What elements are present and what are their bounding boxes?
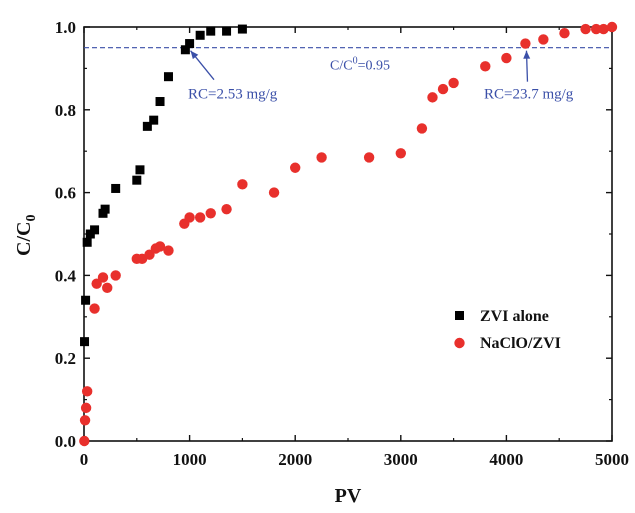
- reference-label-main: C/C: [330, 59, 353, 74]
- data-point-square: [100, 204, 110, 214]
- data-point-circle: [590, 23, 602, 35]
- data-point-circle: [520, 38, 531, 49]
- data-point-square: [111, 183, 121, 193]
- x-tick-label: 0: [80, 450, 89, 469]
- data-point-circle: [559, 28, 570, 39]
- data-point-circle: [194, 212, 206, 223]
- x-tick-label: 3000: [384, 450, 418, 469]
- legend-marker-zvi-alone: [455, 311, 464, 320]
- x-tick-label: 5000: [595, 450, 629, 469]
- data-point-square: [80, 337, 90, 347]
- reference-label-superscript: 0: [353, 56, 358, 67]
- data-point-circle: [89, 303, 100, 314]
- axis-ticks: 0 1000 2000 3000 4000 5000 0.0 0.2 0.4 0.6 0.8 1.0: [55, 18, 629, 469]
- data-point-square: [81, 295, 91, 305]
- data-point-square: [155, 97, 165, 107]
- data-point-circle: [80, 402, 92, 414]
- data-point-square: [195, 30, 205, 40]
- rc-zvi-arrow-head: [190, 50, 199, 60]
- data-point-circle: [184, 212, 195, 223]
- y-axis-label-main: C/C: [13, 222, 35, 256]
- data-point-circle: [110, 270, 121, 281]
- data-point-square: [206, 26, 216, 36]
- data-point-circle: [437, 83, 449, 95]
- data-point-circle: [102, 282, 113, 294]
- data-point-circle: [290, 162, 301, 173]
- data-point-circle: [221, 203, 232, 215]
- data-series: [79, 21, 618, 447]
- y-tick-label: 0.2: [55, 349, 76, 368]
- series-naclo-zvi: [79, 21, 618, 447]
- data-point-circle: [501, 52, 512, 64]
- annotations: C/C0=0.95 RC=2.53 mg/g RC=23.7 mg/g: [188, 50, 574, 103]
- data-point-circle: [163, 245, 174, 256]
- data-point-circle: [154, 241, 166, 252]
- data-point-square: [82, 237, 92, 247]
- reference-line-label: C/C0=0.95: [330, 56, 390, 74]
- data-point-circle: [606, 21, 618, 33]
- data-point-circle: [538, 34, 549, 45]
- data-point-square: [142, 121, 152, 131]
- data-point-circle: [580, 23, 591, 35]
- y-tick-label: 0.8: [55, 101, 76, 120]
- rc-naclo-arrow-head: [523, 50, 531, 59]
- data-point-circle: [395, 148, 406, 159]
- y-axis-label: C/C0: [13, 215, 39, 256]
- data-point-circle: [97, 272, 109, 283]
- y-tick-label: 1.0: [55, 18, 76, 37]
- data-point-circle: [79, 435, 90, 447]
- y-axis-label-subscript: 0: [24, 215, 39, 222]
- data-point-circle: [363, 152, 375, 163]
- data-point-square: [135, 165, 145, 175]
- series-zvi-alone: [80, 24, 247, 347]
- data-point-square: [222, 26, 232, 36]
- data-point-circle: [316, 152, 327, 163]
- legend-label-zvi-alone: ZVI alone: [480, 308, 549, 325]
- legend: ZVI alone NaClO/ZVI: [454, 308, 561, 352]
- rc-zvi-annotation: RC=2.53 mg/g: [188, 87, 278, 103]
- x-axis-label: PV: [335, 485, 362, 507]
- data-point-circle: [416, 123, 428, 134]
- y-tick-label: 0.6: [55, 184, 76, 203]
- data-point-square: [185, 39, 195, 49]
- data-point-circle: [205, 208, 216, 219]
- y-tick-label: 0.0: [55, 432, 76, 451]
- data-point-square: [163, 72, 173, 82]
- reference-label-tail: =0.95: [358, 59, 390, 74]
- data-point-square: [180, 45, 190, 55]
- x-tick-label: 2000: [278, 450, 312, 469]
- data-point-circle: [448, 77, 459, 89]
- x-tick-label: 4000: [489, 450, 523, 469]
- data-point-circle: [81, 386, 93, 397]
- data-point-circle: [79, 415, 91, 426]
- data-point-circle: [237, 179, 248, 190]
- data-point-circle: [268, 187, 280, 198]
- legend-marker-naclo-zvi: [454, 337, 465, 349]
- data-point-circle: [427, 92, 438, 103]
- data-point-circle: [480, 61, 491, 72]
- x-tick-label: 1000: [173, 450, 207, 469]
- data-point-circle: [598, 23, 609, 35]
- data-point-square: [90, 225, 100, 235]
- y-tick-label: 0.4: [55, 266, 77, 285]
- data-point-square: [149, 115, 159, 125]
- legend-label-naclo-zvi: NaClO/ZVI: [480, 335, 561, 352]
- rc-naclo-annotation: RC=23.7 mg/g: [484, 87, 574, 103]
- data-point-square: [132, 175, 142, 185]
- data-point-square: [237, 24, 247, 34]
